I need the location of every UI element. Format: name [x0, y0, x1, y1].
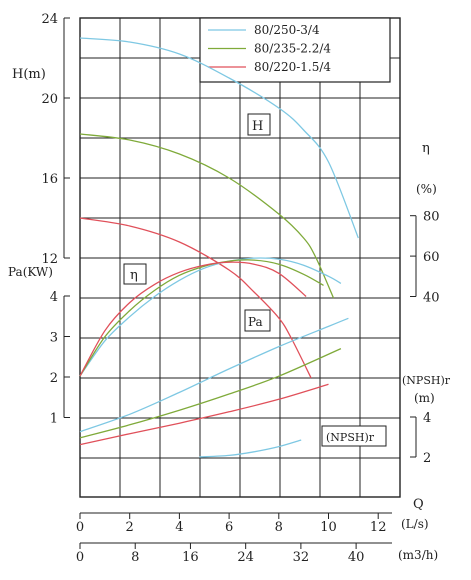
flow-ls-axis-tick-label: 2: [126, 520, 134, 535]
chart-legend: 80/250-3/4 80/235-2.2/4 80/220-1.5/4: [199, 17, 391, 83]
power-curve: [79, 317, 349, 433]
flow-ls-axis-tick-label: 6: [225, 520, 233, 535]
head-axis-title: H(m): [12, 67, 46, 82]
head-axis-tick-label: 20: [41, 92, 58, 107]
power-axis-title: Pa(KW): [8, 265, 53, 279]
power-axis-tick-label: 1: [50, 412, 58, 427]
chart-curves: [79, 37, 359, 458]
eff-annotation: η: [130, 268, 138, 283]
legend-label: 80/235-2.2/4: [254, 42, 331, 56]
flow-m3h-axis-tick-label: 32: [293, 550, 310, 565]
eff-axis-unit: (%): [416, 182, 437, 196]
eff-axis-title: η: [422, 141, 430, 156]
legend-label: 80/250-3/4: [254, 23, 320, 37]
x-axis-unit-flow-m3h: (m3/h): [398, 548, 438, 562]
flow-ls-axis-tick-label: 10: [320, 520, 337, 535]
flow-ls-axis-tick-label: 0: [76, 520, 84, 535]
npsh-annotation-box: [321, 425, 387, 447]
chart-grid: [79, 17, 401, 498]
npsh-curve: [199, 439, 302, 458]
legend-label: 80/220-1.5/4: [254, 60, 331, 74]
head-axis-tick-label: 12: [41, 252, 58, 267]
npsh-axis-unit: (m): [414, 391, 435, 405]
head-axis-tick-label: 16: [41, 172, 58, 187]
flow-m3h-axis-tick-label: 16: [182, 550, 199, 565]
efficiency-curve: [79, 257, 342, 377]
npsh-annotation: (NPSH)r: [326, 431, 375, 444]
eff-annotation-box: [123, 263, 147, 285]
head-annotation: H: [252, 119, 263, 134]
eff-axis-tick-label: 80: [423, 210, 440, 225]
efficiency-curve: [79, 259, 324, 377]
power-annotation: Pa: [248, 315, 263, 329]
flow-m3h-axis-tick-label: 40: [348, 550, 365, 565]
power-axis-tick-label: 2: [50, 371, 58, 386]
x-axis-unit-flow-ls: (L/s): [401, 517, 429, 531]
flow-ls-axis-tick-label: 8: [275, 520, 283, 535]
eff-axis-tick-label: 60: [423, 250, 440, 265]
efficiency-curve: [79, 261, 307, 377]
flow-m3h-axis-tick-label: 0: [76, 550, 84, 565]
head-curve: [79, 217, 312, 379]
flow-ls-axis-tick-label: 4: [175, 520, 183, 535]
flow-ls-axis-tick-label: 12: [370, 520, 387, 535]
head-axis-tick-label: 24: [41, 12, 58, 27]
x-axis-title: Q: [413, 497, 424, 512]
eff-axis-tick-label: 40: [423, 291, 440, 306]
power-axis-tick-label: 3: [50, 331, 58, 346]
npsh-axis-tick-label: 4: [423, 411, 431, 426]
chart-labels: H(m) Pa(KW) η (%) (NPSH)r (m) Q (L/s) (m…: [8, 67, 451, 562]
power-curve: [79, 383, 329, 446]
power-curve: [79, 348, 342, 439]
head-curve: [79, 133, 335, 299]
power-annotation-box: [244, 309, 271, 332]
flow-m3h-axis-tick-label: 8: [131, 550, 139, 565]
power-axis-tick-label: 4: [50, 290, 58, 305]
flow-m3h-axis-tick-label: 24: [237, 550, 254, 565]
head-annotation-box: [247, 113, 271, 136]
npsh-axis-title: (NPSH)r: [402, 374, 451, 387]
legend-box: [199, 17, 391, 83]
head-curve: [79, 37, 359, 239]
npsh-axis-tick-label: 2: [423, 451, 431, 466]
